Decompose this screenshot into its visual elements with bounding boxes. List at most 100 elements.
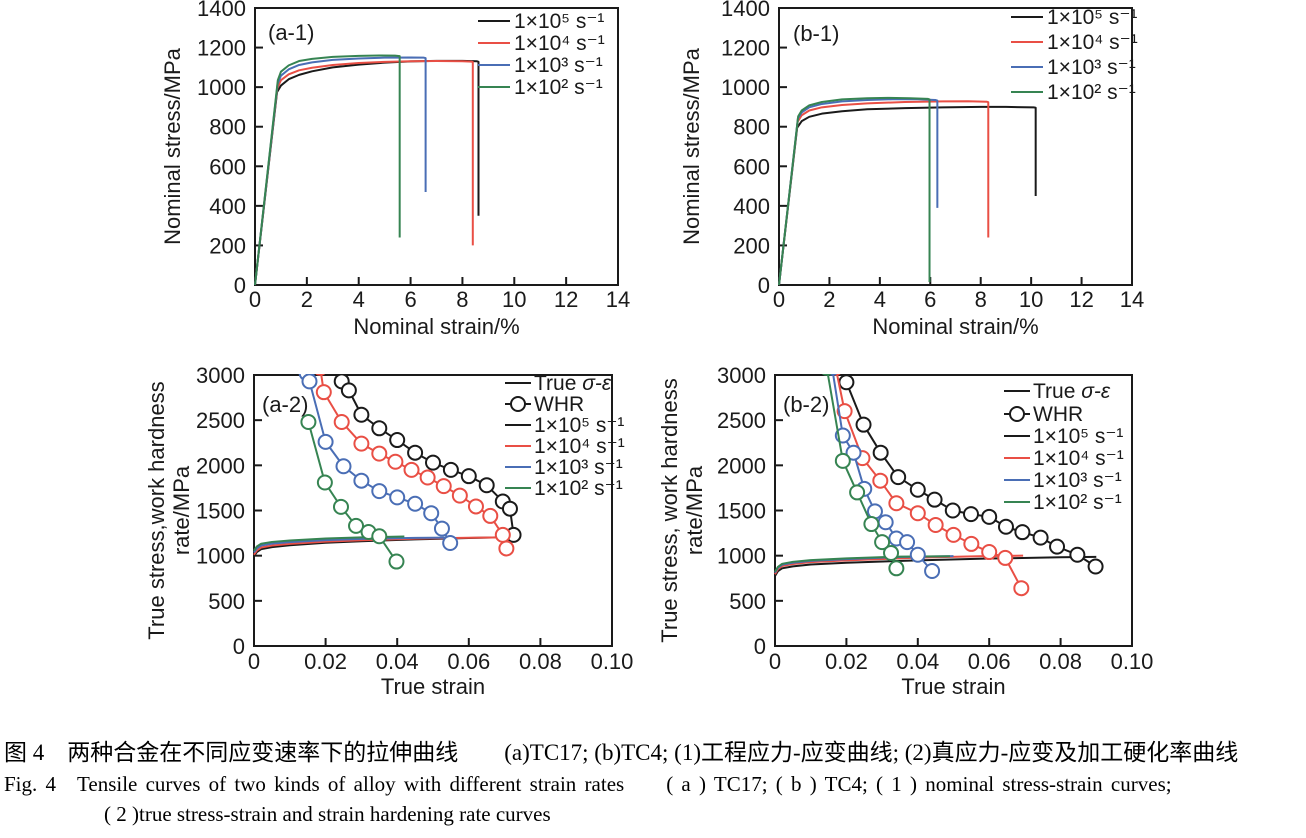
x-tick-label: 0.06: [447, 649, 490, 674]
y-tick-label: 1000: [717, 544, 766, 569]
x-tick-label: 10: [502, 287, 526, 312]
y-tick-label: 400: [733, 194, 770, 219]
data-point-marker: [890, 469, 907, 486]
x-tick-label: 0: [773, 287, 785, 312]
legend-label: 1×10³ s⁻¹: [1047, 56, 1136, 79]
x-tick-label: 12: [1069, 287, 1093, 312]
data-point-marker: [872, 472, 889, 489]
y-tick-label: 0: [233, 634, 245, 659]
panel-label: (b-2): [783, 392, 829, 417]
series-line: [254, 54, 401, 286]
data-point-marker: [333, 374, 344, 376]
panel-label: (a-2): [262, 392, 308, 417]
data-point-marker: [389, 432, 406, 449]
x-tick-label: 2: [823, 287, 835, 312]
data-point-marker: [836, 374, 847, 376]
data-point-marker: [451, 487, 468, 504]
x-tick-label: 0.08: [519, 649, 562, 674]
x-axis-label: Nominal strain/%: [353, 314, 519, 339]
y-tick-label: 600: [209, 154, 246, 179]
caption-english-line1: Fig. 4 Tensile curves of two kinds of al…: [4, 772, 1172, 796]
data-point-marker: [855, 416, 872, 433]
y-axis-label: rate/MPa: [682, 465, 707, 555]
data-point-marker: [1014, 524, 1031, 541]
data-point-marker: [340, 382, 357, 399]
series-line: [253, 535, 405, 552]
y-axis-label: Nominal stress/MPa: [160, 47, 185, 245]
x-tick-label: 4: [874, 287, 886, 312]
plot-frame: [778, 7, 1133, 286]
series-group: [253, 374, 522, 570]
data-point-marker: [963, 535, 980, 552]
legend-label: 1×10⁴ s⁻¹: [1033, 447, 1124, 470]
data-point-marker: [909, 546, 926, 563]
y-tick-label: 2500: [196, 408, 245, 433]
data-point-marker: [945, 526, 962, 543]
y-tick-label: 400: [209, 194, 246, 219]
y-tick-label: 1200: [197, 36, 246, 61]
x-tick-label: 0.10: [591, 649, 634, 674]
data-point-marker: [1032, 529, 1049, 546]
legend-label: 1×10³ s⁻¹: [1033, 469, 1122, 492]
y-tick-label: 800: [209, 115, 246, 140]
y-tick-label: 500: [729, 589, 766, 614]
data-point-marker: [388, 553, 405, 570]
data-point-marker: [498, 540, 515, 557]
series-line: [842, 374, 1097, 568]
x-tick-label: 0.02: [304, 649, 347, 674]
x-tick-label: 0: [769, 649, 781, 674]
legend-label: True σ-ε: [534, 372, 612, 395]
legend-marker-sample: [1009, 406, 1025, 422]
data-point-marker: [403, 461, 420, 478]
series-line: [253, 536, 448, 554]
data-point-marker: [435, 478, 452, 495]
x-tick-label: 0.04: [896, 649, 939, 674]
plot-frame: [254, 7, 619, 286]
legend-label: 1×10⁵ s⁻¹: [1047, 6, 1137, 29]
series-line: [774, 555, 1097, 577]
x-axis-label: True strain: [901, 674, 1005, 699]
y-tick-label: 2500: [717, 408, 766, 433]
y-tick-label: 500: [208, 589, 245, 614]
y-tick-label: 1000: [197, 75, 246, 100]
legend-label: 1×10³ s⁻¹: [534, 456, 623, 479]
data-point-marker: [501, 500, 518, 517]
y-tick-label: 2000: [196, 453, 245, 478]
y-tick-label: 200: [209, 233, 246, 258]
data-point-marker: [883, 544, 900, 561]
data-point-marker: [407, 495, 424, 512]
legend-label: 1×10² s⁻¹: [1047, 81, 1136, 104]
data-point-marker: [317, 433, 334, 450]
legend-label: 1×10⁵ s⁻¹: [514, 10, 604, 33]
y-axis-label: True stress, work hardness: [657, 378, 682, 643]
data-point-marker: [301, 374, 318, 390]
series-group: [254, 54, 480, 286]
data-point-marker: [924, 563, 941, 580]
chart-a1-nominal-stress-strain-tc17: 0 2 4 6 8 10 12 14 0 200 400 600 800 1000 1200 1400 Nomi…: [160, 0, 630, 339]
series-group: [774, 374, 1104, 597]
x-tick-label: 8: [975, 287, 987, 312]
figure-charts: 0 2 4 6 8 10 12 14 0 200 400 600 800 1000 1200 1400 Nomi…: [144, 0, 1153, 699]
data-point-marker: [827, 374, 838, 376]
legend-label: WHR: [534, 393, 584, 416]
y-tick-label: 3000: [196, 363, 245, 388]
legend-label: WHR: [1033, 403, 1083, 426]
data-point-marker: [335, 458, 352, 475]
data-point-marker: [348, 517, 365, 534]
data-point-marker: [442, 535, 459, 552]
data-point-marker: [371, 483, 388, 500]
x-tick-label: 0: [249, 287, 261, 312]
series-line: [778, 105, 1037, 286]
data-point-marker: [926, 491, 943, 508]
data-point-marker: [863, 516, 880, 533]
data-point-marker: [838, 374, 855, 391]
data-point-marker: [830, 374, 841, 376]
data-point-marker: [389, 489, 406, 506]
x-tick-label: 14: [606, 287, 630, 312]
data-point-marker: [874, 534, 891, 551]
data-point-marker: [1069, 546, 1086, 563]
legend-label: 1×10⁵ s⁻¹: [534, 414, 624, 437]
x-tick-label: 0.08: [1039, 649, 1082, 674]
series-line: [254, 60, 474, 286]
